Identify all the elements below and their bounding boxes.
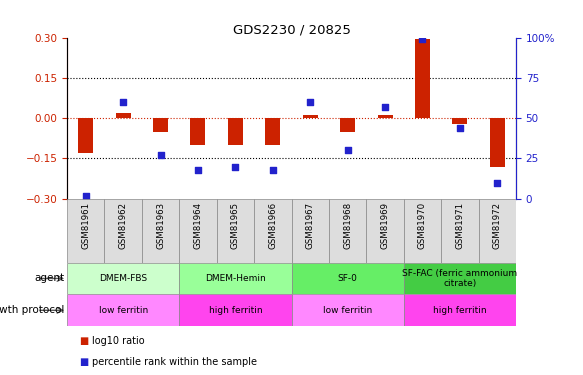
Bar xyxy=(179,199,217,262)
Text: SF-FAC (ferric ammonium
citrate): SF-FAC (ferric ammonium citrate) xyxy=(402,269,517,288)
Text: high ferritin: high ferritin xyxy=(209,306,262,315)
Text: DMEM-Hemin: DMEM-Hemin xyxy=(205,274,266,283)
Text: percentile rank within the sample: percentile rank within the sample xyxy=(92,357,257,367)
Bar xyxy=(104,199,142,262)
Bar xyxy=(67,294,179,326)
Point xyxy=(118,99,128,105)
Bar xyxy=(403,262,516,294)
Point xyxy=(231,164,240,170)
Text: GSM81964: GSM81964 xyxy=(194,202,202,249)
Text: ■: ■ xyxy=(79,357,88,367)
Point xyxy=(380,104,389,110)
Text: GSM81963: GSM81963 xyxy=(156,202,165,249)
Bar xyxy=(292,294,403,326)
Bar xyxy=(403,294,516,326)
Bar xyxy=(67,262,179,294)
Point xyxy=(194,167,203,173)
Bar xyxy=(329,199,366,262)
Title: GDS2230 / 20825: GDS2230 / 20825 xyxy=(233,23,350,36)
Text: GSM81965: GSM81965 xyxy=(231,202,240,249)
Bar xyxy=(115,113,131,118)
Point xyxy=(81,192,90,198)
Point xyxy=(268,167,278,173)
Text: GSM81968: GSM81968 xyxy=(343,202,352,249)
Bar xyxy=(340,118,355,132)
Bar xyxy=(292,262,403,294)
Bar xyxy=(179,262,292,294)
Bar xyxy=(78,118,93,153)
Text: high ferritin: high ferritin xyxy=(433,306,487,315)
Text: low ferritin: low ferritin xyxy=(99,306,147,315)
Bar xyxy=(490,118,505,166)
Bar xyxy=(179,294,292,326)
Point xyxy=(343,147,352,153)
Text: log10 ratio: log10 ratio xyxy=(92,336,144,346)
Point xyxy=(156,152,165,158)
Bar xyxy=(403,199,441,262)
Text: GSM81967: GSM81967 xyxy=(305,202,315,249)
Bar xyxy=(452,118,468,123)
Bar xyxy=(303,116,318,118)
Text: ■: ■ xyxy=(79,336,88,346)
Text: low ferritin: low ferritin xyxy=(323,306,372,315)
Point xyxy=(305,99,315,105)
Text: GSM81971: GSM81971 xyxy=(455,202,464,249)
Bar xyxy=(153,118,168,132)
Bar xyxy=(415,39,430,118)
Bar xyxy=(479,199,516,262)
Text: agent: agent xyxy=(34,273,64,284)
Bar xyxy=(441,199,479,262)
Bar xyxy=(217,199,254,262)
Bar xyxy=(265,118,280,145)
Point xyxy=(418,36,427,42)
Bar xyxy=(378,116,392,118)
Point xyxy=(455,125,465,131)
Text: GSM81970: GSM81970 xyxy=(418,202,427,249)
Point xyxy=(493,180,502,186)
Text: SF-0: SF-0 xyxy=(338,274,357,283)
Text: GSM81966: GSM81966 xyxy=(268,202,278,249)
Bar xyxy=(254,199,292,262)
Bar xyxy=(67,199,104,262)
Bar xyxy=(228,118,243,145)
Bar xyxy=(142,199,180,262)
Text: GSM81962: GSM81962 xyxy=(119,202,128,249)
Text: GSM81972: GSM81972 xyxy=(493,202,502,249)
Text: GSM81961: GSM81961 xyxy=(81,202,90,249)
Text: DMEM-FBS: DMEM-FBS xyxy=(99,274,147,283)
Text: GSM81969: GSM81969 xyxy=(381,202,389,249)
Bar xyxy=(366,199,403,262)
Bar xyxy=(292,199,329,262)
Bar xyxy=(191,118,205,145)
Text: growth protocol: growth protocol xyxy=(0,305,64,315)
